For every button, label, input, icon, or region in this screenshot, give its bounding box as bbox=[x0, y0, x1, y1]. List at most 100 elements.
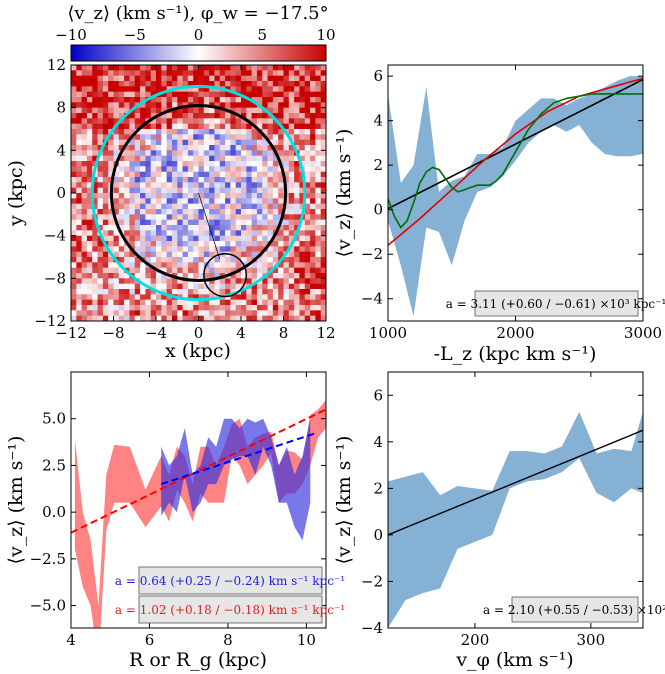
heatmap-cell bbox=[156, 65, 162, 71]
heatmap-cell bbox=[235, 86, 242, 93]
heatmap-cell bbox=[209, 145, 215, 151]
heatmap-cell bbox=[230, 123, 237, 130]
heatmap-cell bbox=[124, 257, 130, 263]
heatmap-cell bbox=[214, 198, 221, 205]
heatmap-cell bbox=[92, 283, 98, 290]
heatmap-cell bbox=[304, 145, 311, 151]
heatmap-cell bbox=[177, 70, 183, 77]
heatmap-cell bbox=[150, 145, 157, 151]
heatmap-cell bbox=[214, 209, 221, 215]
heatmap-cell bbox=[92, 203, 98, 210]
heatmap-cell bbox=[225, 182, 231, 189]
heatmap-cell bbox=[315, 257, 322, 263]
heatmap-cell bbox=[288, 246, 295, 253]
heatmap-cell bbox=[81, 113, 88, 119]
heatmap-cell bbox=[118, 246, 125, 253]
heatmap-cell bbox=[81, 315, 88, 321]
heatmap-cell bbox=[193, 155, 199, 162]
heatmap-cell bbox=[124, 81, 130, 87]
heatmap-cell bbox=[97, 241, 104, 247]
heatmap-cell bbox=[171, 257, 178, 263]
heatmap-cell bbox=[124, 102, 130, 109]
heatmap-cell bbox=[288, 118, 295, 125]
y-tick-label: −4 bbox=[361, 619, 383, 637]
heatmap-cell bbox=[71, 203, 77, 210]
heatmap-cell bbox=[71, 225, 77, 231]
heatmap-cell bbox=[315, 177, 322, 183]
vphi-frame bbox=[387, 371, 644, 629]
heatmap-cell bbox=[134, 171, 141, 178]
heatmap-cell bbox=[177, 203, 183, 210]
heatmap-cell bbox=[278, 299, 284, 306]
heatmap-cell bbox=[113, 305, 120, 311]
heatmap-cell bbox=[278, 91, 284, 98]
heatmap-cell bbox=[304, 310, 311, 317]
heatmap-cell bbox=[102, 166, 109, 173]
heatmap-cell bbox=[86, 219, 93, 226]
heatmap-cell bbox=[203, 134, 210, 141]
heatmap-cell bbox=[272, 225, 279, 231]
heatmap-cell bbox=[97, 86, 104, 93]
heatmap-cell bbox=[320, 91, 326, 98]
heatmap-cell bbox=[140, 273, 146, 279]
heatmap-cell bbox=[246, 193, 253, 199]
heatmap-cell bbox=[140, 70, 146, 77]
heatmap-cell bbox=[278, 273, 284, 279]
heatmap-cell bbox=[214, 97, 221, 103]
heatmap-cell bbox=[272, 257, 279, 263]
heatmap-cell bbox=[203, 155, 210, 162]
heatmap-cell bbox=[145, 219, 152, 226]
heatmap-cell bbox=[209, 70, 215, 77]
heatmap-cell bbox=[150, 225, 157, 231]
heatmap-cell bbox=[134, 235, 141, 242]
heatmap-cell bbox=[315, 241, 322, 247]
heatmap-cell bbox=[203, 139, 210, 146]
heatmap-cell bbox=[251, 251, 258, 258]
heatmap-cell bbox=[108, 75, 114, 82]
heatmap-cell bbox=[171, 75, 178, 82]
heatmap-cell bbox=[182, 81, 189, 87]
heatmap-cell bbox=[241, 230, 247, 237]
heatmap-cell bbox=[150, 209, 157, 215]
heatmap-cell bbox=[256, 166, 263, 173]
heatmap-cell bbox=[124, 193, 130, 199]
heatmap-cell bbox=[299, 107, 306, 114]
heatmap-cell bbox=[203, 123, 210, 130]
heatmap-cell bbox=[225, 139, 231, 146]
heatmap-cell bbox=[81, 310, 88, 317]
heatmap-cell bbox=[235, 273, 242, 279]
heatmap-cell bbox=[81, 230, 88, 237]
heatmap-cell bbox=[294, 246, 300, 253]
heatmap-cell bbox=[81, 283, 88, 290]
heatmap-cell bbox=[118, 113, 125, 119]
heatmap-cell bbox=[108, 278, 114, 285]
heatmap-cell bbox=[214, 145, 221, 151]
heatmap-cell bbox=[166, 294, 173, 301]
heatmap-cell bbox=[193, 97, 199, 103]
heatmap-cell bbox=[177, 166, 183, 173]
heatmap-cell bbox=[150, 86, 157, 93]
heatmap-cell bbox=[251, 278, 258, 285]
heatmap-cell bbox=[182, 129, 189, 135]
heatmap-cell bbox=[76, 214, 83, 221]
heatmap-cell bbox=[150, 267, 157, 274]
heatmap-cell bbox=[177, 219, 183, 226]
heatmap-cell bbox=[304, 118, 311, 125]
heatmap-cell bbox=[166, 139, 173, 146]
heatmap-cell bbox=[320, 246, 326, 253]
heatmap-cell bbox=[262, 123, 268, 130]
heatmap-cell bbox=[187, 219, 194, 226]
heatmap-cell bbox=[161, 299, 168, 306]
heatmap-cell bbox=[320, 86, 326, 93]
heatmap-cell bbox=[294, 129, 300, 135]
heatmap-cell bbox=[246, 102, 253, 109]
heatmap-cell bbox=[166, 289, 173, 295]
heatmap-cell bbox=[182, 193, 189, 199]
heatmap-cell bbox=[299, 70, 306, 77]
heatmap-cell bbox=[108, 97, 114, 103]
heatmap-cell bbox=[203, 305, 210, 311]
heatmap-cell bbox=[145, 225, 152, 231]
heatmap-cell bbox=[171, 289, 178, 295]
heatmap-cell bbox=[241, 241, 247, 247]
x-tick-label: 2000 bbox=[496, 324, 534, 342]
